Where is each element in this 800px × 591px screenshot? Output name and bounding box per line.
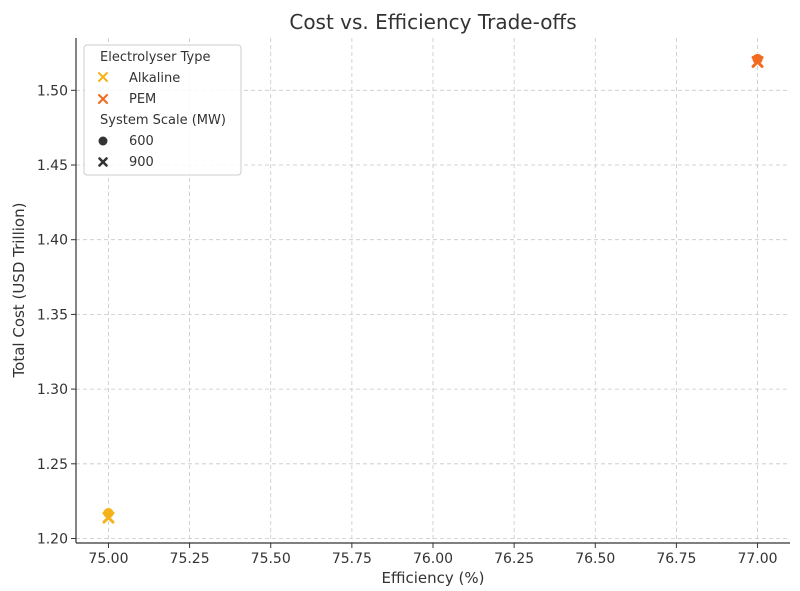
x-tick-label: 76.00 [413, 551, 453, 567]
y-tick-label: 1.40 [37, 233, 68, 249]
y-tick-label: 1.25 [37, 457, 68, 473]
legend-marker-pem [98, 94, 108, 104]
y-tick-label: 1.30 [37, 382, 68, 398]
legend-marker-600 [98, 136, 108, 146]
x-tick-label: 76.50 [575, 551, 615, 567]
data-point-pem-900 [751, 55, 764, 68]
chart-title: Cost vs. Efficiency Trade-offs [289, 10, 576, 34]
legend-box [83, 44, 242, 176]
data-points [102, 53, 764, 524]
y-tick-label: 1.35 [37, 307, 68, 323]
legend-x-marker [98, 94, 108, 104]
legend-label-alkaline: Alkaline [129, 71, 180, 86]
x-tick-label: 75.25 [170, 551, 210, 567]
legend-style-title: System Scale (MW) [100, 113, 226, 128]
legend-hue-title: Electrolyser Type [100, 50, 211, 65]
x-ticks: 75.00 75.25 75.50 75.75 76.00 76.25 76.50 76.75… [88, 543, 778, 567]
x-tick-label: 75.00 [88, 551, 128, 567]
y-axis-label: Total Cost (USD Trillion) [10, 203, 28, 379]
y-ticks: 1.20 1.25 1.30 1.35 1.40 1.45 1.50 [37, 83, 76, 548]
legend-x-marker [98, 72, 108, 82]
x-tick-label: 75.50 [251, 551, 291, 567]
legend-entry-600: 600 [98, 134, 154, 149]
legend-label-900: 900 [129, 155, 154, 170]
legend-label-600: 600 [129, 134, 154, 149]
legend-entry-pem: PEM [98, 92, 156, 107]
x-tick-label: 75.75 [332, 551, 372, 567]
y-tick-label: 1.20 [37, 532, 68, 548]
x-tick-label: 76.75 [656, 551, 696, 567]
x-tick-label: 77.00 [737, 551, 777, 567]
legend-x-marker [98, 157, 108, 167]
data-point-pem-600 [751, 53, 764, 65]
x-axis-label: Efficiency (%) [382, 569, 485, 587]
legend-marker-900 [98, 157, 108, 167]
grid [76, 38, 790, 543]
legend-marker-alkaline [98, 72, 108, 82]
data-point-alkaline-900 [102, 511, 115, 524]
legend-entry-900: 900 [98, 155, 154, 170]
legend-entry-alkaline: Alkaline [98, 71, 180, 86]
legend: Electrolyser Type Alkaline PEM System Sc… [83, 44, 242, 176]
y-tick-label: 1.50 [37, 83, 68, 99]
y-tick-label: 1.45 [37, 158, 68, 174]
legend-label-pem: PEM [129, 92, 156, 107]
x-tick-label: 76.25 [494, 551, 534, 567]
legend-circle-marker [98, 136, 108, 146]
